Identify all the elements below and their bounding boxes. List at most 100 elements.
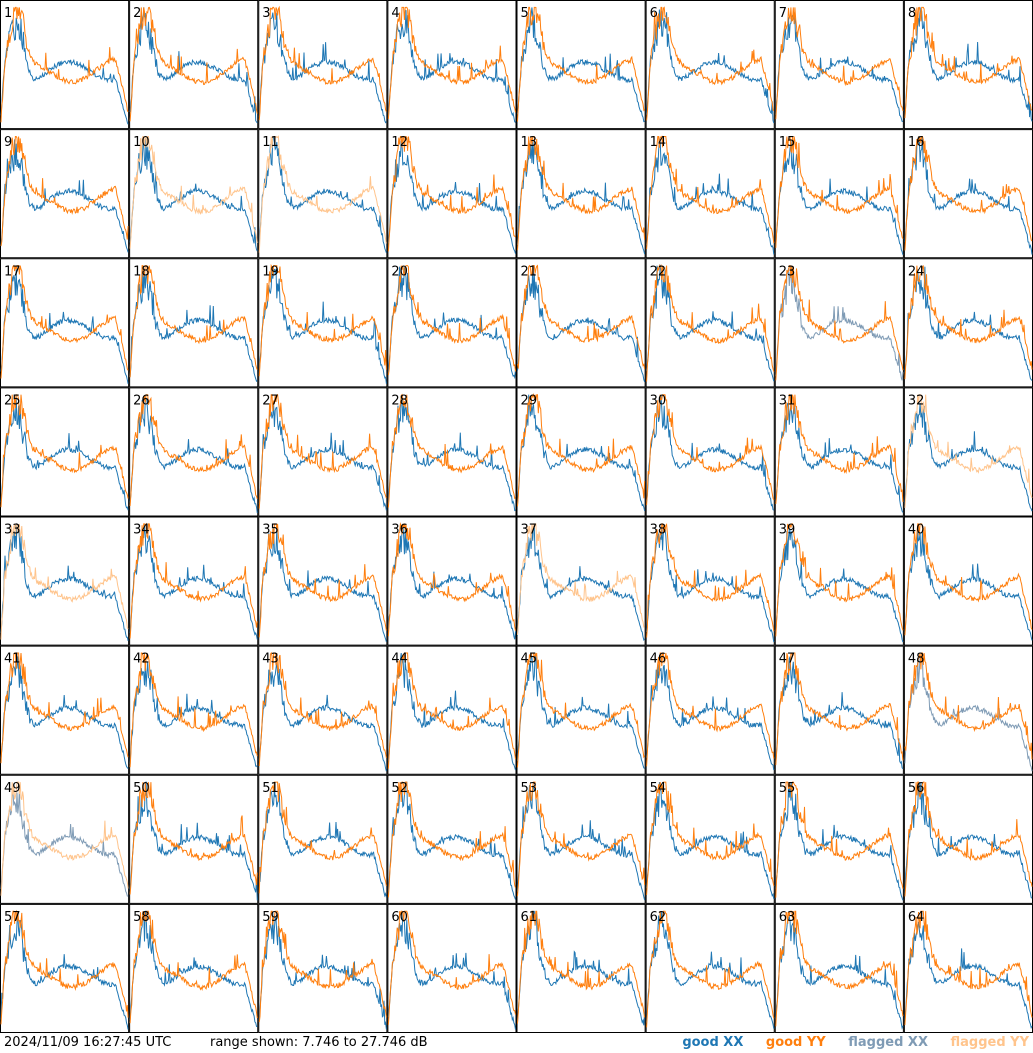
series-xx-38	[646, 527, 775, 643]
panel-label: 59	[262, 910, 279, 925]
series-yy-62	[646, 910, 775, 1028]
series-xx-1	[0, 17, 129, 125]
panel-label: 18	[133, 264, 150, 279]
panel-label: 64	[908, 910, 925, 925]
panel-39: 39	[774, 516, 904, 646]
series-xx-4	[387, 10, 516, 123]
panel-label: 13	[521, 135, 538, 150]
panel-label: 33	[4, 523, 21, 538]
series-yy-50	[129, 782, 258, 895]
series-yy-46	[646, 652, 775, 767]
series-xx-61	[517, 910, 646, 1026]
timestamp: 2024/11/09 16:27:45 UTC	[4, 1035, 172, 1050]
panel-32: 32	[903, 387, 1033, 517]
series-xx-44	[387, 652, 516, 771]
panel-4: 4	[387, 0, 517, 130]
panel-8: 8	[903, 0, 1033, 130]
series-yy-1	[0, 6, 129, 123]
series-xx-16	[904, 136, 1033, 255]
series-xx-2	[129, 7, 258, 124]
series-yy-33	[0, 523, 129, 640]
series-xx-64	[904, 921, 1033, 1029]
panel-23: 23	[774, 258, 904, 388]
series-yy-11	[258, 135, 387, 253]
panel-21: 21	[516, 258, 646, 388]
panel-label: 32	[908, 393, 925, 408]
panel-label: 23	[779, 264, 796, 279]
series-xx-5	[517, 7, 645, 123]
series-yy-53	[517, 781, 646, 897]
panel-63: 63	[774, 903, 904, 1033]
series-yy-15	[775, 136, 904, 248]
panel-55: 55	[774, 774, 904, 904]
panel-35: 35	[258, 516, 388, 646]
panel-label: 29	[521, 393, 538, 408]
series-yy-9	[0, 136, 129, 247]
panel-30: 30	[645, 387, 775, 517]
panel-label: 49	[4, 781, 21, 796]
panel-label: 25	[4, 393, 21, 408]
panel-28: 28	[387, 387, 517, 517]
series-xx-45	[517, 652, 645, 769]
series-xx-22	[646, 264, 775, 382]
panel-label: 53	[521, 781, 538, 796]
panel-61: 61	[516, 903, 646, 1033]
series-yy-49	[0, 781, 129, 896]
panel-label: 56	[908, 781, 925, 796]
panel-frame	[516, 774, 646, 904]
panel-label: 20	[391, 264, 408, 279]
series-yy-5	[517, 6, 645, 122]
panel-label: 1	[4, 6, 12, 21]
series-xx-13	[517, 141, 646, 255]
series-yy-8	[904, 6, 1033, 119]
panel-label: 6	[650, 6, 658, 21]
series-xx-31	[775, 402, 904, 513]
series-yy-47	[775, 652, 904, 766]
panel-42: 42	[129, 645, 259, 775]
series-yy-2	[129, 6, 258, 122]
series-xx-59	[258, 911, 387, 1030]
panel-label: 51	[262, 781, 279, 796]
panel-57: 57	[0, 903, 130, 1033]
panel-51: 51	[258, 774, 388, 904]
series-xx-51	[258, 787, 387, 898]
panel-label: 8	[908, 6, 916, 21]
panel-53: 53	[516, 774, 646, 904]
series-xx-14	[646, 137, 775, 255]
legend: good XX good YY flagged XX flagged YY	[664, 1033, 1029, 1053]
series-yy-37	[517, 523, 645, 636]
series-yy-16	[904, 136, 1033, 251]
panel-label: 38	[650, 523, 667, 538]
series-yy-57	[0, 909, 129, 1025]
panel-20: 20	[387, 258, 517, 388]
series-yy-44	[387, 652, 516, 769]
series-xx-33	[0, 522, 129, 642]
panel-25: 25	[0, 387, 130, 517]
panel-13: 13	[516, 129, 646, 259]
panel-56: 56	[903, 774, 1033, 904]
series-xx-3	[258, 12, 387, 124]
panel-24: 24	[903, 258, 1033, 388]
series-xx-43	[258, 661, 387, 772]
panel-12: 12	[387, 129, 517, 259]
panel-label: 44	[391, 652, 408, 667]
series-yy-40	[904, 523, 1033, 636]
series-yy-55	[775, 781, 904, 898]
series-xx-19	[258, 268, 387, 384]
panel-40: 40	[903, 516, 1033, 646]
series-yy-64	[904, 910, 1033, 1026]
panel-label: 10	[133, 135, 150, 150]
series-yy-24	[904, 264, 1033, 380]
panel-36: 36	[387, 516, 517, 646]
series-xx-58	[129, 910, 258, 1028]
panel-label: 14	[650, 135, 667, 150]
panel-60: 60	[387, 903, 517, 1033]
panel-label: 21	[521, 264, 538, 279]
range-readout: range shown: 7.746 to 27.746 dB	[210, 1035, 428, 1050]
panel-label: 35	[262, 523, 279, 538]
panel-26: 26	[129, 387, 259, 517]
panel-label: 41	[4, 652, 21, 667]
series-xx-32	[904, 402, 1033, 512]
series-yy-29	[517, 392, 646, 507]
